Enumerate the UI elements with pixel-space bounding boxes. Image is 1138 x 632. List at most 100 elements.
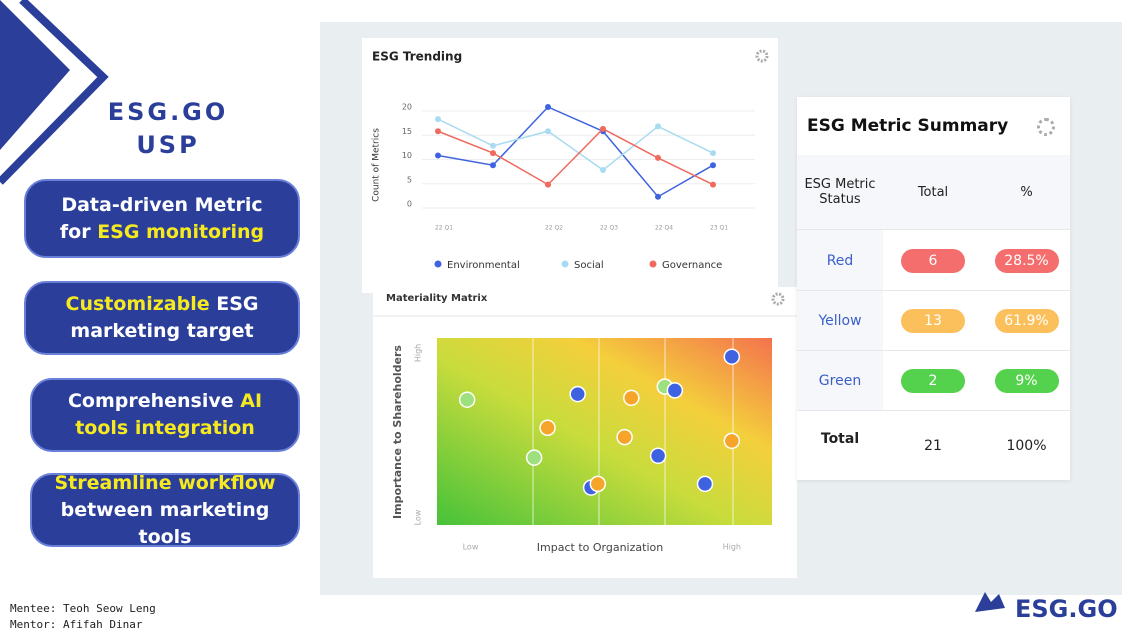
- y-tick-label: Low: [414, 509, 423, 525]
- matrix-lines: [532, 338, 734, 525]
- chart-title: ESG Trending: [372, 50, 462, 64]
- gear: [1037, 118, 1055, 136]
- total-cell: 2: [883, 350, 983, 411]
- data-point: [616, 428, 633, 446]
- x-tick-label: 22 Q4: [655, 225, 673, 232]
- y-tick-label: 5: [407, 175, 412, 184]
- usp-segment: ESG monitoring: [97, 220, 265, 243]
- gear: [771, 292, 785, 306]
- data-point: [710, 162, 716, 169]
- legend-swatch: [649, 260, 657, 268]
- data-point: [623, 389, 640, 407]
- legend-label: Environmental: [447, 260, 520, 271]
- data-point: [435, 152, 441, 159]
- card: [362, 38, 778, 293]
- mentee: Mentee: Teoh Seow Leng: [10, 602, 156, 615]
- data-point: [723, 348, 741, 365]
- pct-badge: 9%: [994, 369, 1059, 393]
- data-point: [655, 154, 661, 161]
- title: ESG.GO: [107, 98, 229, 126]
- total-cell: 13: [883, 290, 983, 351]
- x-tick-label: 22 Q3: [600, 225, 618, 232]
- y-tick-label: 0: [407, 200, 412, 209]
- data-point: [710, 181, 716, 188]
- heatmap: [437, 338, 772, 525]
- series-line: [437, 127, 714, 186]
- data-point: [723, 432, 741, 450]
- data-point: [490, 162, 496, 169]
- mentor: Mentor: Afifah Dinar: [10, 618, 143, 631]
- usp-item: Comprehensive AI tools integration: [30, 378, 300, 452]
- data-point: [600, 125, 606, 132]
- usp-segment: Streamline workflow: [54, 471, 276, 494]
- total-cell: 6: [883, 229, 983, 291]
- usp-segment: ESG marketing target: [70, 293, 259, 342]
- decor: [0, 0, 70, 150]
- usp-item: Streamline workflow between marketing to…: [30, 472, 300, 548]
- total-value: 21: [883, 410, 983, 481]
- gear: [755, 49, 769, 63]
- legend-label: Governance: [662, 260, 722, 271]
- y-tick-label: 15: [402, 127, 412, 136]
- data-point: [655, 193, 661, 200]
- usp-segment: Comprehensive: [67, 390, 241, 412]
- total-pct: 100%: [983, 410, 1070, 481]
- table-title: ESG Metric Summary: [807, 116, 1009, 136]
- summary-table: ESG Metric Summary ESG Metric Status Total…: [797, 97, 1070, 480]
- pct-cell: 9%: [983, 350, 1070, 411]
- x-tick-label: Low: [463, 543, 479, 552]
- usp-segment: Data-driven Metric for: [59, 193, 263, 243]
- pct-badge: 28.5%: [994, 248, 1059, 273]
- y-tick-label: High: [414, 344, 423, 362]
- data-point: [490, 142, 496, 149]
- data-point: [545, 104, 551, 110]
- series-line: [437, 106, 714, 198]
- pct-cell: 61.9%: [983, 290, 1070, 351]
- usp-segment: Customizable: [65, 293, 210, 315]
- title: USP: [136, 131, 200, 159]
- x-tick-label: 22 Q1: [435, 225, 453, 232]
- data-point: [696, 475, 714, 493]
- legend-label: Social: [574, 260, 604, 271]
- data-point: [490, 150, 496, 157]
- series-line: [437, 118, 714, 171]
- y-axis-label: Count of Metrics: [372, 128, 382, 202]
- data-point: [710, 150, 716, 157]
- x-axis-label: Impact to Organization: [537, 541, 663, 554]
- data-point: [545, 181, 551, 188]
- data-point: [666, 382, 684, 399]
- usp-segment: AI tools integration: [75, 390, 263, 439]
- x-tick-label: High: [723, 543, 741, 552]
- data-point: [458, 391, 476, 408]
- usp-text: Streamline workflow between marketing to…: [50, 470, 280, 551]
- pct-cell: 28.5%: [983, 229, 1070, 291]
- data-point: [569, 385, 586, 403]
- pct-badge: 61.9%: [994, 309, 1059, 333]
- legend-swatch: [561, 260, 569, 268]
- total-badge: 13: [901, 309, 965, 333]
- y-axis-label: Importance to Shareholders: [391, 345, 404, 519]
- total-label: Total: [797, 410, 883, 467]
- legend-swatch: [434, 260, 442, 268]
- header-cell: Total: [883, 155, 983, 229]
- status-cell: Green: [797, 350, 883, 411]
- usp-segment: between marketing tools: [60, 498, 270, 548]
- data-point: [545, 128, 551, 135]
- total-badge: 2: [901, 369, 965, 393]
- usp-text: Customizable ESG marketing target: [44, 291, 280, 345]
- data-point: [525, 449, 543, 466]
- status-cell: Yellow: [797, 290, 883, 351]
- usp-item: Customizable ESG marketing target: [24, 281, 300, 355]
- usp-text: Comprehensive AI tools integration: [50, 388, 280, 442]
- decor: [0, 0, 109, 185]
- data-point: [655, 123, 661, 130]
- data-point: [539, 419, 556, 437]
- usp-item: Data-driven Metric for ESG monitoring: [24, 179, 300, 258]
- usp-text: Data-driven Metric for ESG monitoring: [44, 192, 280, 246]
- y-tick-label: 20: [402, 103, 412, 112]
- logo: ESG.GO: [1015, 595, 1118, 623]
- logo-icon: [975, 592, 1005, 612]
- x-tick-label: 23 Q1: [710, 225, 728, 232]
- data-point: [649, 447, 667, 465]
